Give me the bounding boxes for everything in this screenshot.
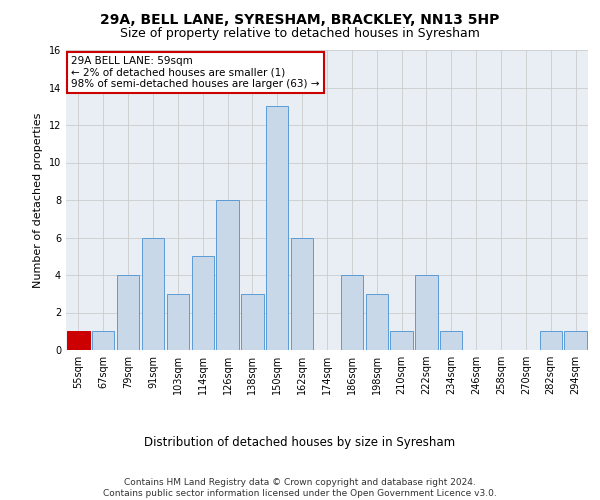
Y-axis label: Number of detached properties: Number of detached properties bbox=[33, 112, 43, 288]
Bar bbox=[191, 256, 214, 350]
Bar bbox=[565, 331, 587, 350]
Bar bbox=[241, 294, 263, 350]
Bar bbox=[266, 106, 289, 350]
Bar bbox=[539, 331, 562, 350]
Bar bbox=[440, 331, 463, 350]
Bar bbox=[291, 238, 313, 350]
Text: Contains HM Land Registry data © Crown copyright and database right 2024.
Contai: Contains HM Land Registry data © Crown c… bbox=[103, 478, 497, 498]
Bar bbox=[391, 331, 413, 350]
Bar bbox=[117, 275, 139, 350]
Bar bbox=[142, 238, 164, 350]
Bar bbox=[217, 200, 239, 350]
Text: 29A BELL LANE: 59sqm
← 2% of detached houses are smaller (1)
98% of semi-detache: 29A BELL LANE: 59sqm ← 2% of detached ho… bbox=[71, 56, 320, 89]
Bar bbox=[415, 275, 437, 350]
Text: Size of property relative to detached houses in Syresham: Size of property relative to detached ho… bbox=[120, 28, 480, 40]
Bar bbox=[365, 294, 388, 350]
Text: 29A, BELL LANE, SYRESHAM, BRACKLEY, NN13 5HP: 29A, BELL LANE, SYRESHAM, BRACKLEY, NN13… bbox=[100, 12, 500, 26]
Bar bbox=[167, 294, 189, 350]
Bar bbox=[92, 331, 115, 350]
Bar bbox=[67, 331, 89, 350]
Bar bbox=[341, 275, 363, 350]
Text: Distribution of detached houses by size in Syresham: Distribution of detached houses by size … bbox=[145, 436, 455, 449]
